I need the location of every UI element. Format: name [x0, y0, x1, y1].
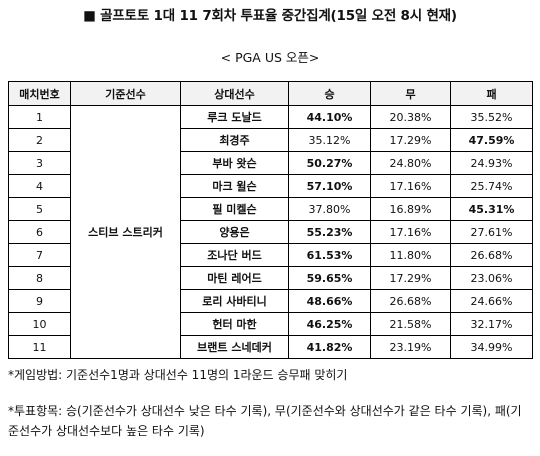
- opponent-cell: 루크 도날드: [180, 105, 289, 129]
- table-row: 6 양용은 55.23% 17.16% 27.61%: [8, 220, 533, 244]
- draw-rate-cell: 17.29%: [370, 266, 451, 290]
- match-number-cell: 2: [8, 128, 71, 152]
- page-title: ■ 골프토토 1대 11 7회차 투표율 중간집계(15일 오전 8시 현재): [83, 8, 457, 24]
- match-number-cell: 3: [8, 151, 71, 175]
- col-header-match-no: 매치번호: [8, 81, 71, 106]
- col-header-lose: 패: [450, 81, 533, 106]
- draw-rate-cell: 24.80%: [370, 151, 451, 175]
- lose-rate-cell: 26.68%: [450, 243, 533, 267]
- base-player-cell: 스티브 스트리커: [70, 105, 181, 359]
- vote-rate-table: 매치번호 기준선수 상대선수 승 무 패 1 스티브 스트리커 루크 도날드 44.1…: [8, 81, 533, 359]
- win-rate-cell: 41.82%: [288, 335, 371, 359]
- lose-rate-cell: 23.06%: [450, 266, 533, 290]
- opponent-cell: 양용은: [180, 220, 289, 244]
- opponent-cell: 최경주: [180, 128, 289, 152]
- win-rate-cell: 35.12%: [288, 128, 371, 152]
- win-rate-cell: 55.23%: [288, 220, 371, 244]
- col-header-draw: 무: [370, 81, 451, 106]
- draw-rate-cell: 17.29%: [370, 128, 451, 152]
- match-number-cell: 6: [8, 220, 71, 244]
- event-subtitle: < PGA US 오픈>: [220, 50, 320, 65]
- match-number-cell: 7: [8, 243, 71, 267]
- opponent-cell: 마크 윌슨: [180, 174, 289, 198]
- lose-rate-cell: 25.74%: [450, 174, 533, 198]
- col-header-win: 승: [288, 81, 371, 106]
- opponent-cell: 마틴 레어드: [180, 266, 289, 290]
- win-rate-cell: 48.66%: [288, 289, 371, 313]
- lose-rate-cell: 27.61%: [450, 220, 533, 244]
- vote-items-note: *투표항목: 승(기준선수가 상대선수 낮은 타수 기록), 무(기준선수와 상…: [8, 404, 522, 438]
- match-number-cell: 4: [8, 174, 71, 198]
- draw-rate-cell: 11.80%: [370, 243, 451, 267]
- match-number-cell: 10: [8, 312, 71, 336]
- col-header-base-player: 기준선수: [70, 81, 181, 106]
- match-number-cell: 9: [8, 289, 71, 313]
- table-row: 9 로리 사바티니 48.66% 26.68% 24.66%: [8, 289, 533, 313]
- lose-rate-cell: 35.52%: [450, 105, 533, 129]
- win-rate-cell: 50.27%: [288, 151, 371, 175]
- opponent-cell: 브랜트 스네데커: [180, 335, 289, 359]
- win-rate-cell: 61.53%: [288, 243, 371, 267]
- opponent-cell: 부바 왓슨: [180, 151, 289, 175]
- win-rate-cell: 44.10%: [288, 105, 371, 129]
- table-header-row: 매치번호 기준선수 상대선수 승 무 패: [8, 81, 533, 106]
- match-number-cell: 1: [8, 105, 71, 129]
- col-header-opponent: 상대선수: [180, 81, 289, 106]
- win-rate-cell: 37.80%: [288, 197, 371, 221]
- table-row: 3 부바 왓슨 50.27% 24.80% 24.93%: [8, 151, 533, 175]
- lose-rate-cell: 34.99%: [450, 335, 533, 359]
- table-row: 4 마크 윌슨 57.10% 17.16% 25.74%: [8, 174, 533, 198]
- draw-rate-cell: 23.19%: [370, 335, 451, 359]
- match-number-cell: 5: [8, 197, 71, 221]
- draw-rate-cell: 26.68%: [370, 289, 451, 313]
- lose-rate-cell: 32.17%: [450, 312, 533, 336]
- opponent-cell: 필 미켈슨: [180, 197, 289, 221]
- draw-rate-cell: 17.16%: [370, 174, 451, 198]
- draw-rate-cell: 17.16%: [370, 220, 451, 244]
- lose-rate-cell: 47.59%: [450, 128, 533, 152]
- win-rate-cell: 59.65%: [288, 266, 371, 290]
- draw-rate-cell: 16.89%: [370, 197, 451, 221]
- match-number-cell: 8: [8, 266, 71, 290]
- table-row: 11 브랜트 스네데커 41.82% 23.19% 34.99%: [8, 335, 533, 359]
- game-method-note: *게임방법: 기준선수1명과 상대선수 11명의 1라운드 승무패 맞히기: [8, 368, 348, 382]
- win-rate-cell: 57.10%: [288, 174, 371, 198]
- lose-rate-cell: 45.31%: [450, 197, 533, 221]
- match-number-cell: 11: [8, 335, 71, 359]
- opponent-cell: 로리 사바티니: [180, 289, 289, 313]
- table-body: 1 스티브 스트리커 루크 도날드 44.10% 20.38% 35.52% 2 최경주 35.…: [8, 105, 533, 359]
- win-rate-cell: 46.25%: [288, 312, 371, 336]
- table-row: 7 조나단 버드 61.53% 11.80% 26.68%: [8, 243, 533, 267]
- draw-rate-cell: 21.58%: [370, 312, 451, 336]
- opponent-cell: 조나단 버드: [180, 243, 289, 267]
- opponent-cell: 헌터 마한: [180, 312, 289, 336]
- draw-rate-cell: 20.38%: [370, 105, 451, 129]
- table-row: 5 필 미켈슨 37.80% 16.89% 45.31%: [8, 197, 533, 221]
- lose-rate-cell: 24.66%: [450, 289, 533, 313]
- table-row: 1 스티브 스트리커 루크 도날드 44.10% 20.38% 35.52%: [8, 105, 533, 359]
- lose-rate-cell: 24.93%: [450, 151, 533, 175]
